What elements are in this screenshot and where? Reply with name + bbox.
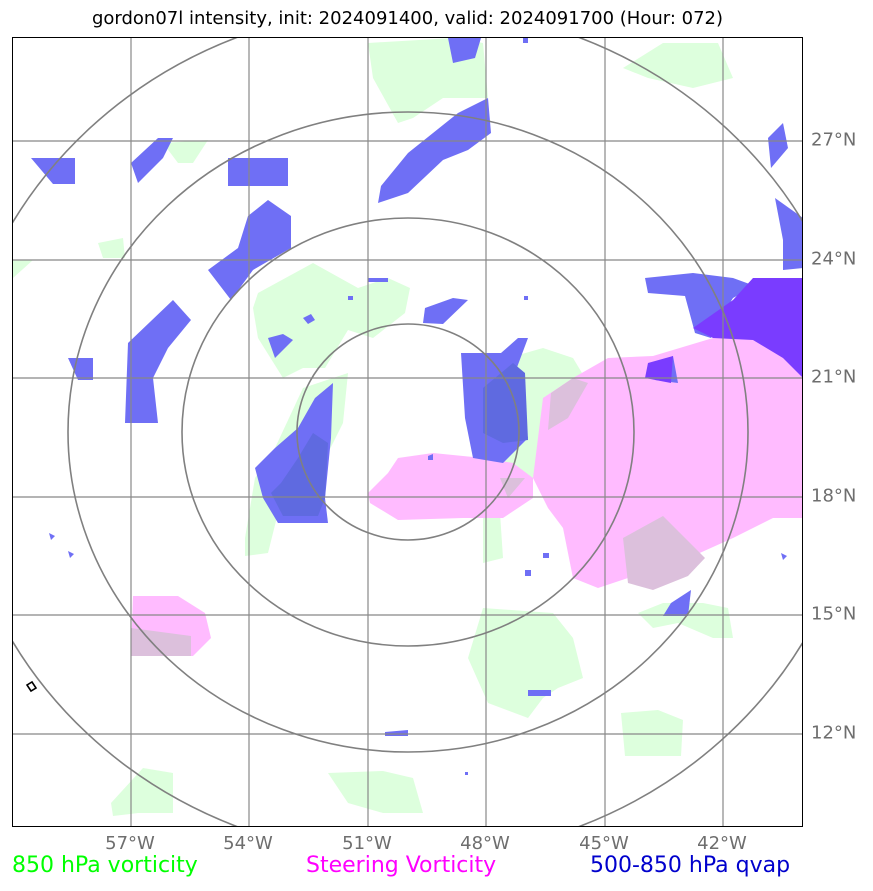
map-panel xyxy=(12,37,803,827)
y-tick-label: 27°N xyxy=(811,129,857,151)
y-tick-label: 15°N xyxy=(811,603,857,625)
range-rings xyxy=(13,38,802,826)
x-tick-label: 45°W xyxy=(579,833,629,854)
x-tick-label: 57°W xyxy=(105,833,155,854)
y-tick-label: 12°N xyxy=(811,722,857,744)
y-tick-label: 24°N xyxy=(811,248,857,270)
y-tick-label: 21°N xyxy=(811,366,857,388)
y-tick-label: 18°N xyxy=(811,485,857,507)
intensity-contour xyxy=(25,680,38,693)
map-canvas xyxy=(13,38,802,826)
legend-steering-vorticity: Steering Vorticity xyxy=(306,853,497,878)
legend-850-vorticity: 850 hPa vorticity xyxy=(12,853,198,878)
map-title: gordon07l intensity, init: 2024091400, v… xyxy=(91,8,724,29)
grid-lines xyxy=(13,38,802,826)
x-tick-label: 48°W xyxy=(460,833,510,854)
qvap-dark-fill xyxy=(645,278,802,383)
legend-qvap: 500-850 hPa qvap xyxy=(590,853,791,878)
x-tick-label: 51°W xyxy=(342,833,392,854)
x-tick-label: 54°W xyxy=(223,833,273,854)
x-tick-label: 42°W xyxy=(697,833,747,854)
qvap-green-overlap xyxy=(271,363,528,516)
